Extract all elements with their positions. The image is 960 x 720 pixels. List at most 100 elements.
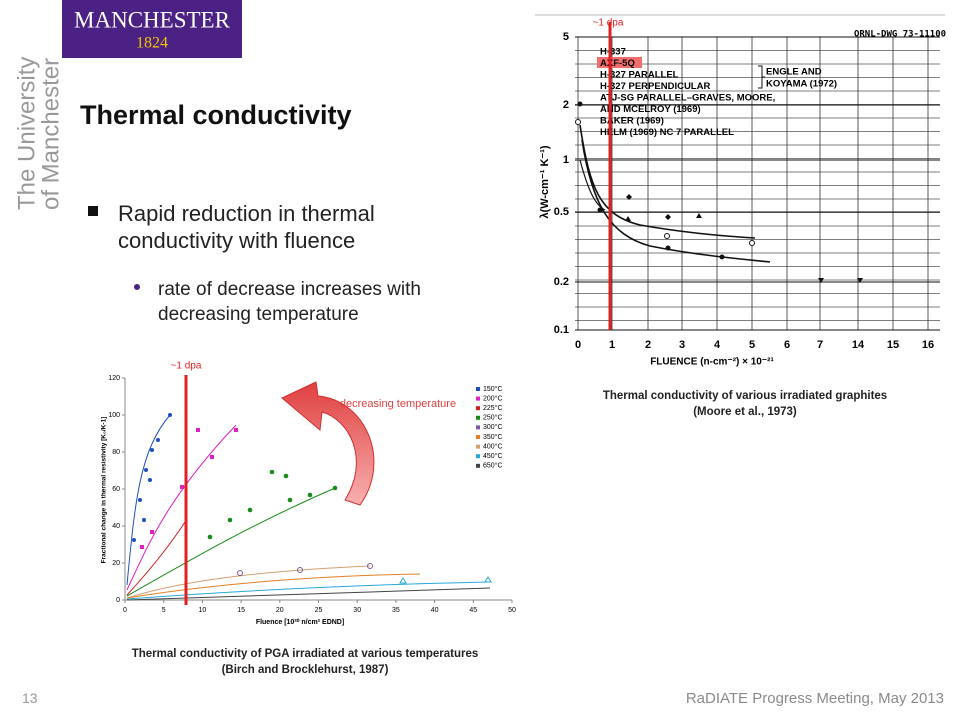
x-tick-label: 30 — [353, 607, 361, 614]
bracket — [758, 65, 765, 89]
legend-swatch — [476, 435, 480, 439]
curve — [579, 159, 606, 211]
logo-name: MANCHESTER — [74, 7, 231, 32]
legend-label: H-327 PERPENDICULAR — [600, 81, 710, 92]
legend-label: 225°C — [483, 404, 503, 412]
legend-highlight — [597, 57, 642, 68]
trend — [126, 487, 336, 597]
x-tick-label: 14 — [852, 339, 865, 351]
sub-bullet: rate of decrease increases with decreasi… — [158, 279, 421, 325]
points — [132, 413, 492, 584]
x-tick-label: 5 — [162, 607, 166, 614]
y-axis-label: λ(W-cm⁻¹ K⁻¹) — [539, 145, 551, 218]
bracket-label: ENGLE AND — [766, 67, 822, 78]
y-tick-label: 0.1 — [554, 324, 569, 336]
legend-swatch — [476, 387, 480, 391]
y-tick-label: 0 — [116, 597, 120, 604]
trend — [126, 581, 491, 600]
dpa-label: ~1 dpa — [593, 18, 624, 29]
x-tick-label: 7 — [817, 339, 823, 351]
legend-label: 200°C — [483, 394, 503, 402]
trend — [126, 521, 186, 596]
trend — [126, 414, 171, 586]
legend-label: HELM (1969) NC 7 PARALLEL — [600, 127, 734, 138]
figure-left: 0 5 10 15 20 25 30 35 40 45 50 0 20 40 60 80 100 120 Frac… — [101, 361, 516, 676]
slide-title: Thermal conductivity — [80, 100, 352, 130]
arrow — [281, 381, 375, 506]
x-tick-label: 15 — [237, 607, 245, 614]
dpa-label: ~1 dpa — [171, 361, 202, 372]
y-axis-label: Fractional change in thermal resistivity… — [101, 417, 108, 564]
caption: Thermal conductivity of various irradiat… — [603, 390, 887, 402]
trend — [126, 573, 421, 599]
x-tick-label: 5 — [749, 339, 755, 351]
legend-label: 300°C — [483, 423, 503, 431]
footer-text: RaDIATE Progress Meeting, May 2013 — [685, 690, 944, 707]
side-line: The University — [13, 57, 40, 210]
page-number: 13 — [22, 690, 38, 706]
x-axis-label: Fluence [10²⁰ n/cm² EDND] — [256, 618, 344, 626]
legend-label: 450°C — [483, 452, 503, 460]
curve — [581, 139, 771, 263]
legend-label: 650°C — [483, 462, 503, 470]
legend-label: ATJ-SG PARALLEL–GRAVES, MOORE, — [600, 93, 775, 104]
sub-bullet-marker — [134, 284, 140, 290]
x-tick-label: 0 — [123, 607, 127, 614]
x-tick-label: 35 — [392, 607, 400, 614]
legend-swatch — [476, 396, 480, 401]
bullet-marker — [88, 206, 98, 216]
x-tick-label: 3 — [679, 339, 685, 351]
x-tick-label: 0 — [575, 339, 581, 351]
x-tick-label: 15 — [887, 339, 899, 351]
y-tick-label: 40 — [112, 523, 120, 530]
legend-label: AXF-5Q — [600, 58, 635, 69]
caption: Thermal conductivity of PGA irradiated a… — [132, 648, 479, 660]
bullet: Rapid reduction in thermal conductivity … — [118, 201, 375, 253]
legend-label: H-327 PARALLEL — [600, 70, 679, 81]
y-tick-label: 1 — [563, 154, 569, 166]
logo-box — [62, 0, 242, 58]
x-tick-label: 20 — [276, 607, 284, 614]
x-tick-label: 4 — [714, 339, 721, 351]
x-tick-label: 50 — [508, 607, 516, 614]
y-tick-label: 5 — [563, 31, 569, 43]
y-tick-label: 100 — [108, 412, 120, 419]
figure-right: 0 1 2 3 4 5 6 7 14 15 16 5 2 1 0.5 0.2 0.1 ORNL-DWG 73-1… — [535, 14, 946, 418]
y-tick-label: 20 — [112, 560, 120, 567]
x-tick-label: 6 — [784, 339, 790, 351]
y-tick-label: 2 — [563, 99, 569, 111]
side-line: of Manchester — [37, 58, 64, 210]
x-tick-label: 25 — [315, 607, 323, 614]
legend-swatch — [476, 406, 480, 411]
x-tick-label: 10 — [199, 607, 207, 614]
legend-label: 150°C — [483, 385, 503, 393]
legend-label: BAKER (1969) — [600, 116, 664, 127]
x-tick-label: 45 — [469, 607, 477, 614]
side-text: The University of Manchester — [13, 57, 64, 210]
legend-swatch — [476, 425, 480, 430]
drawing-number: ORNL-DWG 73-11100 — [854, 30, 946, 40]
legend-label: H-337 — [600, 47, 626, 58]
caption: (Moore et al., 1973) — [693, 406, 797, 418]
trend — [126, 565, 371, 599]
x-axis-label: FLUENCE (n-cm⁻²) × 10⁻²¹ — [650, 357, 774, 368]
caption: (Birch and Brocklehurst, 1987) — [222, 664, 389, 676]
bracket-label: KOYAMA (1972) — [766, 79, 837, 90]
logo-year: 1824 — [136, 35, 168, 52]
trend — [126, 587, 491, 601]
y-tick-label: 60 — [112, 486, 120, 493]
x-tick-label: 40 — [431, 607, 439, 614]
y-tick-label: 120 — [108, 375, 120, 382]
legend-swatch — [476, 463, 480, 468]
legend-label: 250°C — [483, 414, 503, 422]
legend-label: AND MCELROY (1969) — [600, 104, 701, 115]
legend-swatch — [476, 415, 480, 420]
y-tick-label: 0.5 — [554, 206, 569, 218]
legend-label: 350°C — [483, 433, 503, 441]
legend-label: 400°C — [483, 442, 503, 450]
y-tick-label: 80 — [112, 449, 120, 456]
